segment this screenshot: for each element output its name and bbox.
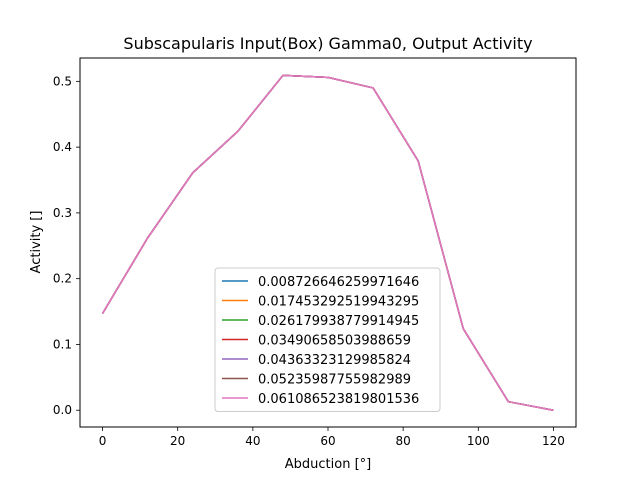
legend-label-5: 0.04363323129985824 xyxy=(258,353,411,368)
legend-box xyxy=(214,267,441,412)
y-tick-label: 0.3 xyxy=(53,206,72,220)
series-lines xyxy=(101,74,554,411)
y-axis-ticks: 0.0 0.1 0.2 0.3 0.4 0.5 xyxy=(53,74,80,417)
legend: 0.008726646259971646 0.017453292519943295… xyxy=(214,267,441,412)
x-tick-label: 0 xyxy=(99,434,107,448)
y-axis-label: Activity [] xyxy=(29,211,44,274)
legend-label-1: 0.008726646259971646 xyxy=(258,275,419,290)
y-tick-label: 0.2 xyxy=(53,272,72,286)
x-tick-label: 60 xyxy=(320,434,335,448)
x-tick-label: 100 xyxy=(467,434,490,448)
y-tick-label: 0.0 xyxy=(53,403,72,417)
legend-label-6: 0.05235987755982989 xyxy=(258,373,411,388)
series-line-7 xyxy=(101,74,554,411)
legend-label-4: 0.03490658503988659 xyxy=(258,334,411,349)
chart-title: Subscapularis Input(Box) Gamma0, Output … xyxy=(123,34,532,53)
y-tick-label: 0.5 xyxy=(53,74,72,88)
legend-label-7: 0.061086523819801536 xyxy=(258,392,419,407)
y-tick-label: 0.1 xyxy=(53,337,72,351)
x-axis-label: Abduction [°] xyxy=(285,457,371,472)
legend-label-3: 0.026179938779914945 xyxy=(258,314,419,329)
x-tick-label: 80 xyxy=(396,434,411,448)
x-tick-label: 40 xyxy=(245,434,260,448)
y-tick-label: 0.4 xyxy=(53,140,72,154)
x-tick-label: 120 xyxy=(542,434,565,448)
x-axis-ticks: 0 20 40 60 80 100 120 xyxy=(99,427,565,448)
x-tick-label: 20 xyxy=(170,434,185,448)
legend-label-2: 0.017453292519943295 xyxy=(258,295,419,310)
